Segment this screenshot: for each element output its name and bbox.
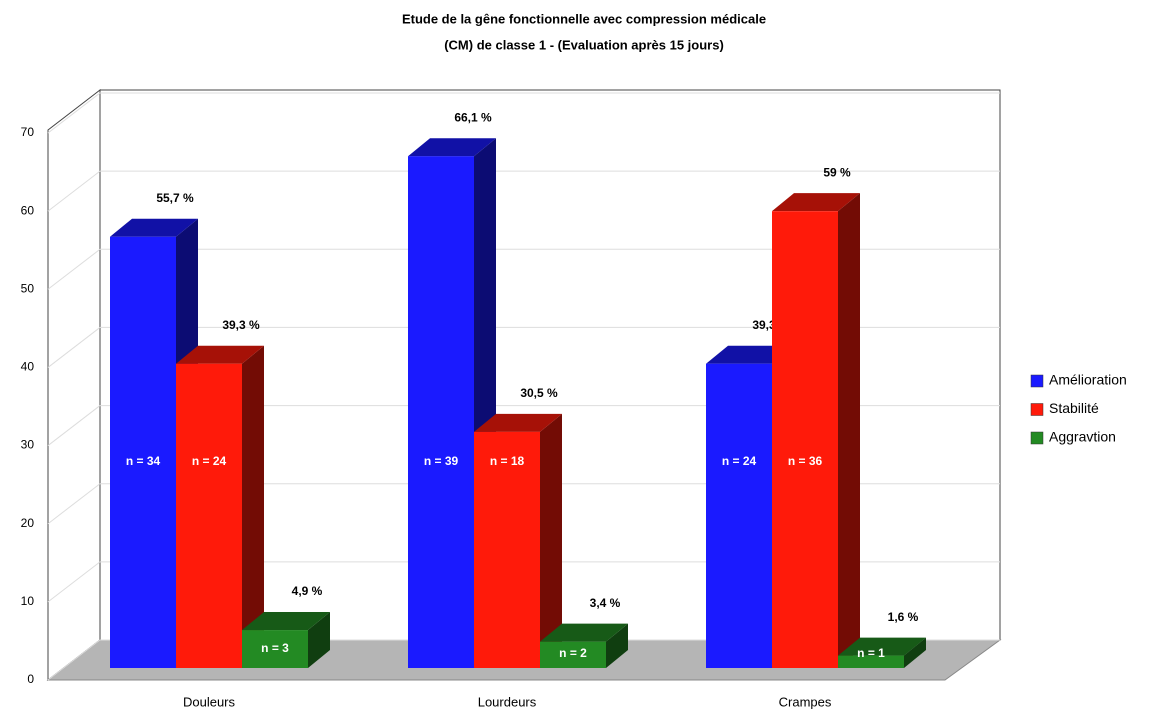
y-tick-label: 70	[21, 125, 35, 139]
grid-line	[47, 639, 101, 681]
bar-side	[904, 637, 926, 668]
bar-top	[408, 138, 496, 157]
bar	[474, 431, 540, 668]
bar	[242, 630, 308, 668]
y-tick-label: 10	[21, 594, 35, 608]
left-wall	[47, 88, 101, 682]
bar-top	[110, 218, 198, 237]
data-label: 1,6 %	[888, 610, 919, 624]
chart-title: (CM) de classe 1 - (Evaluation après 15 …	[444, 37, 724, 52]
chart-title: Etude de la gêne fonctionnelle avec comp…	[402, 11, 766, 26]
bar-top	[838, 637, 926, 656]
bar-side	[242, 345, 264, 668]
data-label: 59 %	[823, 165, 851, 179]
grid-line	[47, 483, 101, 525]
y-tick-label: 60	[21, 203, 35, 217]
data-label: 39,3 %	[222, 318, 260, 332]
count-label: n = 34	[126, 454, 161, 468]
bar-top	[474, 413, 562, 432]
data-label: 66,1 %	[454, 110, 492, 124]
legend-swatch	[1030, 403, 1044, 416]
bar-side	[540, 413, 562, 668]
y-tick-label: 40	[21, 360, 35, 374]
bar	[176, 363, 242, 668]
bar-side	[606, 623, 628, 668]
count-label: n = 24	[722, 454, 757, 468]
data-label: 3,4 %	[590, 596, 621, 610]
y-tick-label: 20	[21, 516, 35, 530]
grid-line	[47, 248, 101, 290]
count-label: n = 18	[490, 454, 525, 468]
bar-side	[838, 193, 860, 668]
data-label: 55,7 %	[156, 191, 194, 205]
count-label: n = 1	[857, 646, 885, 660]
bar-side	[308, 612, 330, 668]
y-tick-label: 0	[27, 672, 34, 686]
count-label: n = 24	[192, 454, 227, 468]
bar	[838, 655, 904, 668]
grid-line	[47, 327, 101, 368]
bar	[110, 236, 176, 669]
grid-line	[47, 92, 101, 134]
legend-swatch	[1030, 374, 1044, 388]
x-tick-label: Crampes	[779, 694, 832, 709]
data-label: 4,9 %	[292, 584, 323, 598]
count-label: n = 2	[559, 646, 587, 660]
legend-label: Aggravtion	[1049, 429, 1116, 445]
grid-line	[47, 405, 101, 446]
legend-label: Stabilité	[1049, 400, 1099, 416]
bar-top	[772, 193, 860, 212]
grid-line	[47, 170, 101, 212]
legend-label: Amélioration	[1049, 372, 1127, 388]
bar	[408, 156, 474, 668]
count-label: n = 36	[788, 454, 823, 468]
x-tick-label: Lourdeurs	[478, 694, 537, 709]
grid-line	[47, 561, 101, 603]
bar-top	[242, 612, 330, 631]
count-label: n = 39	[424, 454, 459, 468]
x-tick-label: Douleurs	[183, 694, 236, 709]
legend-swatch	[1030, 431, 1044, 445]
bar	[772, 211, 838, 668]
y-tick-label: 50	[21, 281, 35, 295]
bar	[540, 641, 606, 668]
bar-top	[540, 623, 628, 642]
bar	[706, 363, 772, 668]
y-tick-label: 30	[21, 438, 35, 452]
count-label: n = 3	[261, 641, 289, 655]
bar-top	[176, 345, 264, 364]
data-label: 30,5 %	[520, 386, 558, 400]
